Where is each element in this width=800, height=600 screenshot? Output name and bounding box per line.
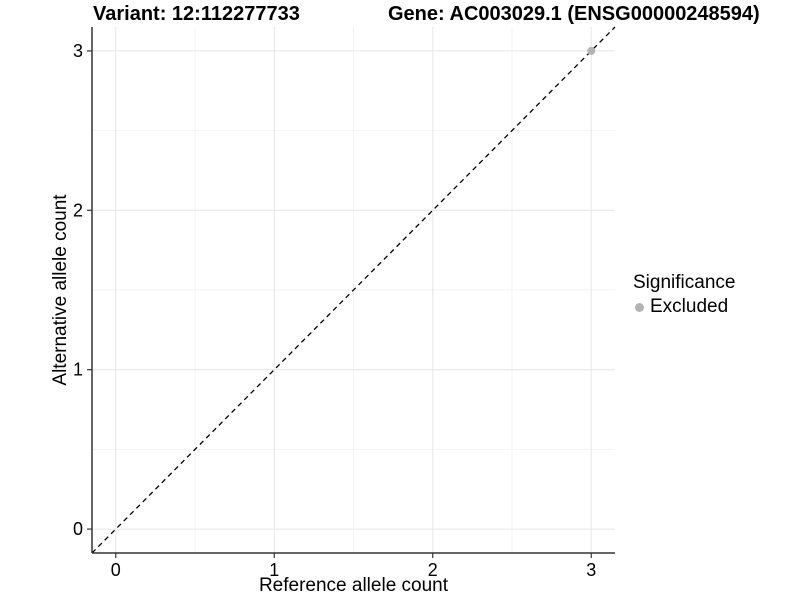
legend-item-label: Excluded: [650, 296, 729, 317]
x-tick-label: 0: [111, 560, 121, 580]
y-axis-title: Alternative allele count: [50, 194, 71, 386]
legend-marker-circle-icon: [635, 302, 644, 312]
data-point-excluded: [587, 46, 596, 55]
identity-dashed-line: [91, 26, 616, 554]
legend: Significance Excluded: [633, 272, 735, 318]
legend-item-excluded: Excluded: [633, 296, 735, 318]
x-tick-label: 3: [586, 560, 596, 580]
y-tick-label: 0: [73, 519, 83, 539]
plot-title-gene: Gene: AC003029.1 (ENSG00000248594): [388, 3, 760, 25]
y-tick-label: 1: [73, 360, 83, 380]
x-axis-title: Reference allele count: [258, 575, 449, 596]
legend-title: Significance: [633, 272, 736, 293]
x-tick-label: 1: [269, 560, 279, 580]
x-tick-label: 2: [428, 560, 438, 580]
plot-title-variant: Variant: 12:112277733: [93, 3, 300, 25]
y-tick-label: 3: [73, 41, 83, 61]
y-tick-label: 2: [73, 200, 83, 220]
